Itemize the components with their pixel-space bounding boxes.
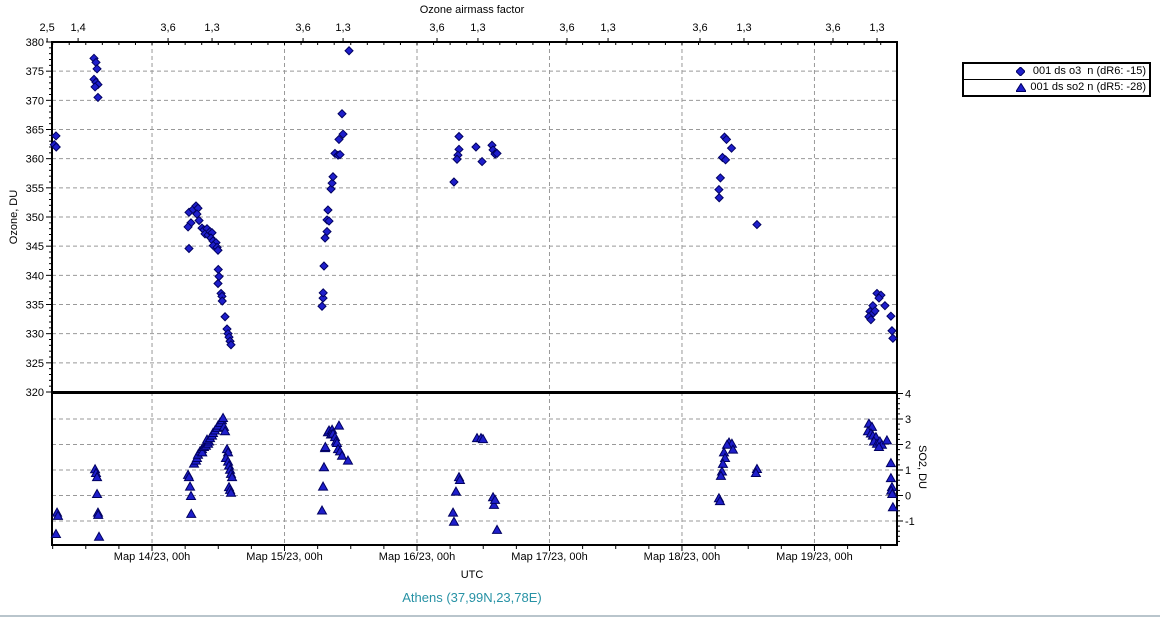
svg-text:330: 330 (26, 329, 44, 341)
svg-text:3,6: 3,6 (160, 22, 175, 34)
svg-text:Мар 15/23, 00h: Мар 15/23, 00h (246, 551, 323, 563)
svg-text:355: 355 (26, 183, 44, 195)
gridlines (52, 42, 897, 545)
svg-text:2,5: 2,5 (39, 22, 54, 34)
svg-text:1,3: 1,3 (736, 22, 751, 34)
svg-text:4: 4 (905, 389, 911, 401)
svg-text:345: 345 (26, 241, 44, 253)
so2-triangle-icon (1016, 83, 1026, 92)
svg-text:350: 350 (26, 212, 44, 224)
series-o3 (49, 46, 898, 350)
legend-item-o3: 001 ds o3 n (dR6: -15) (963, 63, 1150, 80)
plot-border (51, 41, 898, 546)
svg-text:3,6: 3,6 (559, 22, 574, 34)
o3-diamond-icon (1016, 67, 1025, 76)
svg-text:370: 370 (26, 95, 44, 107)
svg-text:0: 0 (905, 491, 911, 503)
svg-text:Мар 19/23, 00h: Мар 19/23, 00h (776, 551, 853, 563)
legend-label-o3: 001 ds o3 n (dR6: -15) (1032, 65, 1146, 77)
svg-text:Мар 17/23, 00h: Мар 17/23, 00h (511, 551, 588, 563)
so2-axis-label: SO2, DU (916, 444, 928, 489)
svg-text:365: 365 (26, 125, 44, 137)
svg-text:380: 380 (26, 37, 44, 49)
svg-text:375: 375 (26, 66, 44, 78)
svg-text:3,6: 3,6 (429, 22, 444, 34)
axis-ticks (46, 38, 903, 551)
window-bottom-edge (0, 615, 1160, 617)
svg-text:1,4: 1,4 (70, 22, 85, 34)
svg-text:Мар 14/23, 00h: Мар 14/23, 00h (114, 551, 191, 563)
svg-text:1,3: 1,3 (470, 22, 485, 34)
svg-text:340: 340 (26, 270, 44, 282)
svg-text:335: 335 (26, 300, 44, 312)
svg-text:-1: -1 (905, 516, 915, 528)
svg-text:Мар 16/23, 00h: Мар 16/23, 00h (379, 551, 456, 563)
svg-text:1,3: 1,3 (335, 22, 350, 34)
svg-text:3,6: 3,6 (825, 22, 840, 34)
legend-item-so2: 001 ds so2 n (dR5: -28) (963, 79, 1150, 96)
svg-text:3,6: 3,6 (692, 22, 707, 34)
legend-label-so2: 001 ds so2 n (dR5: -28) (1030, 81, 1146, 93)
svg-text:Мар 18/23, 00h: Мар 18/23, 00h (644, 551, 721, 563)
legend: 001 ds o3 n (dR6: -15) 001 ds so2 n (dR5… (962, 62, 1151, 97)
ozone-axis-label: Ozone, DU (8, 189, 20, 245)
svg-text:1,3: 1,3 (204, 22, 219, 34)
svg-text:3,6: 3,6 (295, 22, 310, 34)
axis-tick-labels: 320325330335340345350355360365370375380-… (26, 22, 915, 563)
station-label: Athens (37,99N,23,78E) (402, 590, 542, 605)
svg-text:3: 3 (905, 414, 911, 426)
top-axis-title: Ozone airmass factor (419, 4, 525, 16)
svg-text:320: 320 (26, 387, 44, 399)
svg-text:2: 2 (905, 440, 911, 452)
x-axis-label: UTC (460, 569, 484, 581)
svg-text:360: 360 (26, 154, 44, 166)
svg-text:1: 1 (905, 465, 911, 477)
series-so2 (50, 412, 899, 541)
svg-text:1,3: 1,3 (600, 22, 615, 34)
svg-text:325: 325 (26, 358, 44, 370)
svg-text:1,3: 1,3 (869, 22, 884, 34)
